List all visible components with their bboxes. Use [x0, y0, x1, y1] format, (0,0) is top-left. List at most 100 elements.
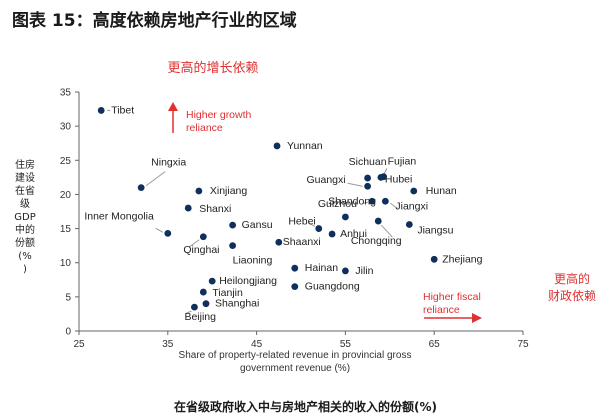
y-axis-label-line: (%: [18, 251, 31, 262]
y-axis-label-line: GDP: [14, 212, 35, 223]
fiscal-annotation-line1: Higher fiscal: [423, 291, 481, 303]
point-label: Liaoning: [233, 255, 273, 267]
leader-line: [390, 202, 398, 209]
x-tick-label: 75: [517, 339, 529, 350]
y-axis-label-line: 级: [20, 198, 30, 210]
point-label: Guangxi: [306, 174, 345, 186]
point-label: Sichuan: [349, 156, 387, 168]
x-tick-label: 35: [162, 339, 174, 350]
top-note: 更高的增长依赖: [167, 60, 258, 76]
growth-arrowhead: [168, 102, 178, 111]
right-note-line1: 更高的: [554, 271, 590, 286]
scatter-point: [202, 300, 210, 308]
x-axis-label-line2: government revenue (%): [240, 363, 350, 374]
scatter-point: [410, 187, 418, 195]
axis-ticks: 0 5 10 15 20 25 30 35 25 35 45 55 65 75: [60, 88, 529, 351]
scatter-point: [291, 283, 299, 291]
scatter-point: [97, 107, 105, 114]
point-label: Jiangxi: [395, 200, 428, 212]
y-tick-label: 20: [60, 190, 72, 201]
point-label: Anhui: [340, 228, 367, 240]
point-label: Hunan: [426, 185, 457, 197]
point-label: Jilin: [355, 265, 373, 277]
scatter-point: [405, 221, 413, 228]
point-label: Hubei: [385, 173, 412, 185]
leader-line: [308, 222, 316, 227]
point-label: Guangdong: [305, 281, 360, 293]
point-label: Shaanxi: [283, 236, 321, 248]
point-label: Shandong: [328, 195, 376, 207]
scatter-point: [229, 242, 237, 250]
point-label: Beijing: [184, 311, 216, 323]
point-label: Heilongjiang: [219, 275, 277, 287]
scatter-point: [328, 230, 336, 238]
scatter-point: [381, 197, 389, 205]
point-label: Inner Mongolia: [84, 210, 154, 222]
point-label: Fujian: [388, 156, 417, 168]
point-label: Hebei: [288, 216, 315, 228]
scatter-point: [342, 267, 349, 275]
point-label: Zhejiang: [442, 253, 482, 265]
scatter-point: [164, 229, 172, 237]
y-tick-label: 5: [65, 292, 71, 303]
point-label: Ningxia: [151, 157, 186, 169]
scatter-point: [374, 217, 382, 225]
leader-lines: [107, 109, 398, 314]
y-tick-label: 30: [60, 122, 72, 133]
scatter-point: [368, 197, 376, 205]
y-axis-label-line: 中的: [15, 223, 35, 236]
scatter-point: [275, 238, 283, 246]
leader-line: [362, 201, 369, 204]
data-points: [97, 107, 438, 311]
scatter-point: [364, 174, 371, 182]
point-label: Jiangsu: [417, 224, 453, 236]
x-tick-label: 25: [73, 339, 85, 350]
leader-line: [189, 239, 200, 248]
y-axis-label-line: 建设: [15, 171, 35, 184]
point-label: Xinjiang: [210, 185, 248, 197]
scatter-point: [273, 142, 281, 150]
scatter-point: [291, 264, 299, 272]
bottom-title: 在省级政府收入中与房地产相关的收入的份额(%): [174, 400, 437, 414]
y-axis-label-line: ): [23, 264, 27, 275]
scatter-point: [184, 204, 192, 212]
point-label: Tibet: [111, 104, 134, 116]
scatter-point: [199, 233, 207, 241]
y-tick-label: 35: [60, 88, 72, 99]
y-tick-label: 15: [60, 224, 72, 235]
y-tick-label: 25: [60, 156, 72, 167]
leader-line: [383, 168, 388, 175]
y-tick-label: 10: [60, 258, 72, 269]
point-label: Chongqing: [351, 235, 402, 247]
point-label: Tianjin: [212, 287, 243, 299]
x-tick-label: 65: [429, 339, 441, 350]
scatter-point: [199, 288, 207, 296]
leader-line: [155, 227, 164, 233]
point-label: Shanxi: [199, 203, 231, 215]
scatter-point: [364, 182, 371, 190]
right-note-line2: 财政依赖: [548, 288, 596, 303]
point-label: Guizhou: [318, 198, 357, 210]
scatter-point: [377, 173, 385, 181]
scatter-point: [315, 225, 323, 232]
scatter-point: [195, 187, 203, 195]
y-axis-label-line: 住房: [15, 158, 35, 171]
growth-annotation-line2: reliance: [186, 122, 223, 134]
point-label: Qinghai: [183, 244, 219, 256]
scatter-point: [342, 213, 349, 221]
point-label: Yunnan: [287, 140, 323, 152]
scatter-point: [430, 255, 438, 263]
point-label: Hainan: [305, 262, 338, 274]
scatter-point: [191, 303, 198, 311]
fiscal-annotation-line2: reliance: [423, 304, 460, 316]
figure-title: 图表 15：高度依赖房地产行业的区域: [12, 11, 297, 31]
scatter-point: [229, 221, 237, 229]
leader-line: [347, 182, 363, 187]
x-tick-label: 45: [251, 339, 263, 350]
point-label: Gansu: [242, 219, 273, 231]
leader-line: [380, 224, 393, 238]
x-tick-label: 55: [340, 339, 352, 350]
x-axis-label-line1: Share of property-related revenue in pro…: [179, 350, 412, 361]
